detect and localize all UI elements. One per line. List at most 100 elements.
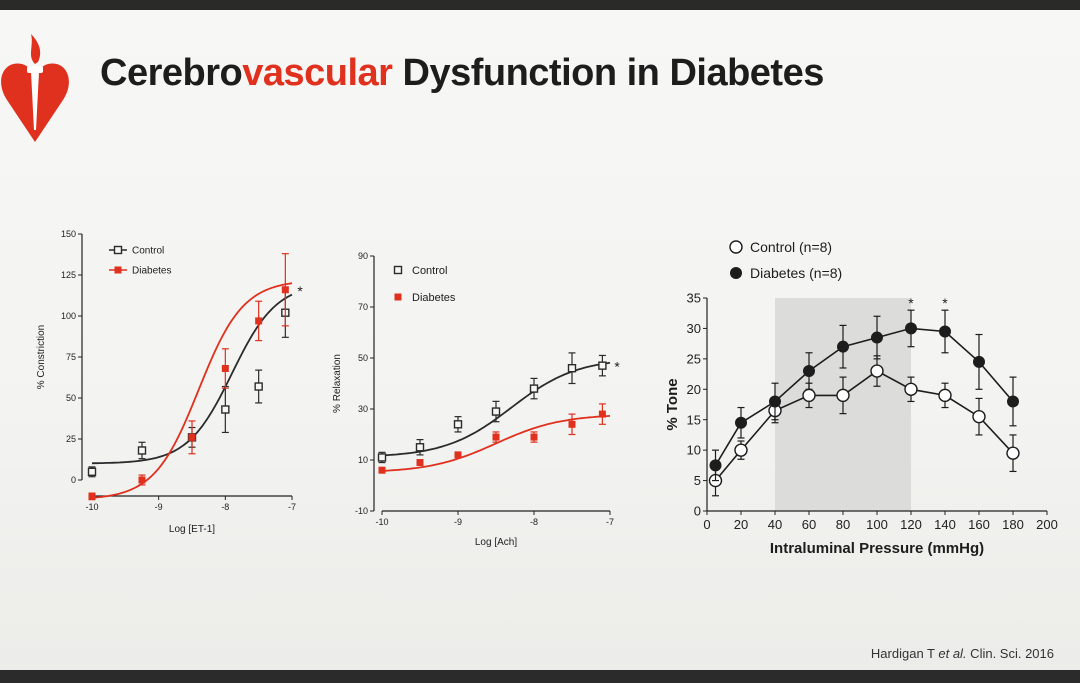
title-part-3: Dysfunction in Diabetes	[392, 52, 825, 94]
fit-curve	[91, 282, 293, 499]
significance-marker: *	[942, 295, 948, 311]
y-tick-label: 75	[66, 352, 76, 362]
citation: Hardigan T et al. Clin. Sci. 2016	[871, 646, 1054, 661]
legend-label: Diabetes	[132, 266, 171, 277]
significance-marker: *	[908, 295, 914, 311]
data-point	[138, 476, 146, 484]
pressure-tone-chart: 0 5 10 15 20 25 30 35 0 20 40 60 80 100 120 140 160 180 20…	[664, 239, 1058, 557]
x-axis-label: Log [ET-1]	[169, 524, 215, 535]
x-tick-label: 60	[802, 517, 816, 532]
x-tick-label: -7	[606, 517, 614, 527]
data-point	[1006, 446, 1020, 460]
data-point	[939, 325, 951, 338]
x-tick-label: 80	[836, 517, 850, 532]
legend-label: Diabetes (n=8)	[750, 265, 842, 281]
series-diabetes	[709, 309, 1019, 482]
data-point	[735, 416, 747, 429]
legend-label: Control	[412, 265, 447, 277]
x-tick-label: 180	[1002, 517, 1024, 532]
data-point	[734, 443, 748, 457]
data-point	[453, 420, 463, 429]
data-point	[803, 365, 815, 378]
y-tick-label: 100	[61, 311, 76, 321]
data-point	[973, 355, 985, 368]
data-point	[255, 317, 263, 325]
y-tick-label: 30	[358, 404, 368, 414]
x-tick-label: -7	[288, 502, 296, 512]
x-tick-label: -9	[454, 517, 462, 527]
data-point	[88, 492, 96, 500]
data-point	[598, 361, 607, 370]
citation-rest: Clin. Sci. 2016	[966, 646, 1054, 661]
y-axis-label: % Constriction	[36, 325, 47, 389]
data-point	[415, 443, 425, 452]
legend-label: Diabetes	[412, 292, 456, 304]
heart-torch-icon	[1, 34, 69, 142]
top-bezel	[0, 0, 1080, 10]
data-point	[802, 388, 816, 403]
data-point	[905, 322, 917, 335]
data-point	[568, 420, 576, 428]
legend-marker	[113, 245, 123, 255]
x-tick-label: -10	[375, 517, 388, 527]
data-point	[709, 459, 722, 472]
y-tick-label: 125	[61, 270, 76, 280]
data-point	[529, 384, 539, 393]
data-point	[87, 467, 97, 477]
y-tick-label: 30	[687, 321, 701, 336]
legend-marker	[729, 240, 743, 254]
legend-marker	[114, 266, 122, 274]
data-point	[416, 459, 424, 467]
x-tick-label: 160	[968, 517, 990, 532]
significance-marker: *	[614, 359, 620, 375]
y-tick-label: 25	[687, 351, 701, 366]
x-tick-label: 40	[768, 517, 782, 532]
data-point	[870, 364, 884, 378]
x-tick-label: -8	[530, 517, 538, 527]
torch-cup	[27, 66, 43, 73]
significance-marker: *	[297, 283, 303, 299]
y-tick-label: 150	[61, 229, 76, 239]
data-point	[938, 388, 952, 403]
y-tick-label: -10	[355, 506, 368, 516]
x-tick-label: 0	[703, 517, 710, 532]
y-tick-label: 35	[687, 291, 701, 306]
series-diabetes	[378, 403, 611, 474]
et1-constriction-chart: 0 25 50 75 100 125 150 -10 -9 -8 -7 Log [ET-1] % Con…	[36, 229, 303, 535]
y-axis-label: % Relaxation	[332, 354, 343, 413]
ach-relaxation-chart: -10 10 30 50 70 90 -10 -9 -8 -7 Log [Ach] % Relaxat…	[332, 251, 620, 548]
series-line	[714, 370, 1014, 482]
data-point	[871, 331, 883, 344]
data-point	[836, 388, 850, 403]
data-point	[221, 405, 230, 414]
data-point	[377, 453, 387, 462]
series-diabetes	[88, 253, 293, 501]
x-tick-label: 100	[866, 517, 888, 532]
citation-etal: et al.	[938, 646, 967, 661]
y-tick-label: 10	[687, 443, 701, 458]
data-point	[492, 433, 500, 441]
x-tick-label: -10	[85, 502, 98, 512]
data-point	[188, 433, 196, 441]
x-tick-label: -8	[221, 502, 229, 512]
data-point	[254, 382, 263, 391]
y-tick-label: 10	[358, 455, 368, 465]
legend-marker	[394, 293, 402, 301]
series-line	[714, 327, 1014, 466]
data-point	[378, 466, 386, 474]
bottom-bezel	[0, 670, 1080, 683]
data-point	[904, 382, 918, 396]
citation-author: Hardigan T	[870, 646, 939, 661]
legend-label: Control	[132, 246, 164, 257]
data-point	[769, 395, 781, 408]
data-point	[137, 446, 147, 455]
data-point	[281, 286, 289, 294]
title-part-1: Cerebro	[100, 52, 243, 94]
data-point	[491, 407, 501, 416]
legend-marker	[730, 267, 742, 279]
y-tick-label: 0	[71, 475, 76, 485]
data-point	[972, 409, 986, 424]
data-point	[837, 340, 849, 353]
x-tick-label: 20	[734, 517, 748, 532]
data-point	[598, 410, 606, 418]
